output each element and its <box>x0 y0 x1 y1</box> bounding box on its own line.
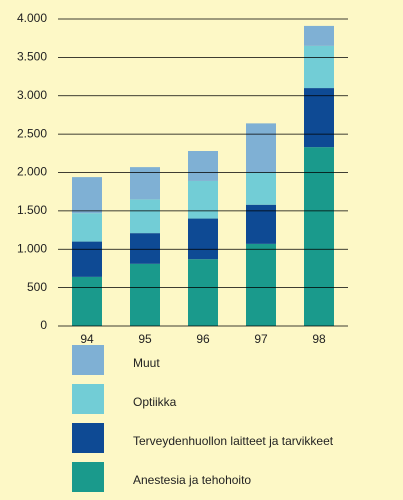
legend-label: Terveydenhuollon laitteet ja tarvikkeet <box>133 434 334 448</box>
bar-segment <box>130 263 160 326</box>
bar-segment <box>130 233 160 264</box>
y-tick-label: 500 <box>27 280 47 294</box>
y-tick-label: 2.000 <box>17 165 47 179</box>
bar-segment <box>188 180 218 219</box>
y-tick-label: 2.500 <box>17 126 47 140</box>
bar-segment <box>72 177 102 214</box>
bar-segment <box>188 259 218 326</box>
legend-swatch <box>72 462 104 492</box>
bar-segment <box>188 218 218 260</box>
bar-segment <box>304 147 334 326</box>
legend-label: Muut <box>133 356 160 370</box>
legend-swatch <box>72 384 104 414</box>
bar-segment <box>304 45 334 89</box>
x-tick-label: 98 <box>312 332 326 346</box>
bar-segment <box>246 243 276 326</box>
legend-label: Anestesia ja tehohoito <box>133 473 251 487</box>
bar-segment <box>72 241 102 277</box>
bar-segment <box>130 199 160 234</box>
bar-segment <box>72 276 102 326</box>
x-tick-label: 95 <box>138 332 152 346</box>
bar-segment <box>304 88 334 148</box>
x-tick-label: 97 <box>254 332 268 346</box>
bar-segment <box>246 172 276 205</box>
y-tick-label: 1.500 <box>17 203 47 217</box>
y-tick-label: 3.000 <box>17 88 47 102</box>
bar-segment <box>304 25 334 46</box>
y-tick-label: 0 <box>40 318 47 332</box>
y-tick-label: 4.000 <box>17 11 47 25</box>
x-tick-label: 96 <box>196 332 210 346</box>
legend-swatch <box>72 345 104 375</box>
legend-label: Optiikka <box>133 395 177 409</box>
y-tick-label: 1.000 <box>17 241 47 255</box>
bar-segment <box>188 151 218 181</box>
legend-swatch <box>72 423 104 453</box>
bar-segment <box>130 167 160 200</box>
x-tick-label: 94 <box>80 332 94 346</box>
bar-segment <box>246 123 276 173</box>
y-tick-label: 3.500 <box>17 50 47 64</box>
bar-segment <box>72 213 102 242</box>
